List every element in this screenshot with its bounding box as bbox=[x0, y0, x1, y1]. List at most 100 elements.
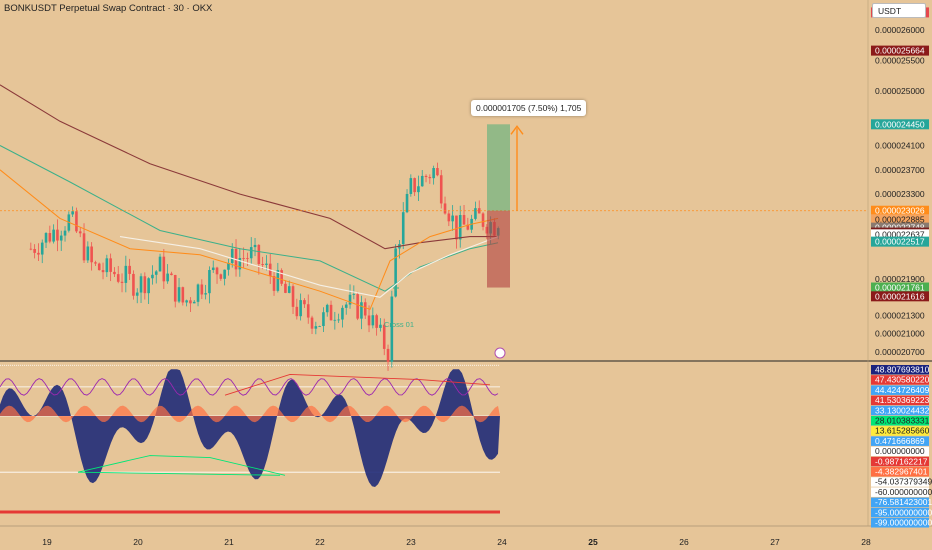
indicator-tag-box bbox=[871, 446, 929, 457]
time-axis: 19 20 21 22 23 24 25 26 27 28 bbox=[42, 537, 871, 547]
price-tag-label: 0.000021616 bbox=[875, 291, 925, 301]
candle-body bbox=[37, 252, 40, 255]
indicator-tag-box bbox=[871, 405, 929, 416]
candle-body bbox=[147, 278, 150, 294]
candle-body bbox=[371, 315, 375, 326]
candle-body bbox=[196, 284, 200, 302]
candle-body bbox=[71, 211, 74, 215]
candles-layer bbox=[29, 162, 500, 371]
candle-body bbox=[185, 300, 188, 303]
indicator-tag-box bbox=[871, 365, 929, 375]
candle-body bbox=[401, 212, 405, 245]
candle-body bbox=[238, 258, 242, 270]
candle-body bbox=[56, 229, 59, 241]
indicator-tag-box bbox=[871, 477, 929, 487]
candle-body bbox=[29, 248, 33, 250]
candle-body bbox=[192, 301, 196, 304]
candle-body bbox=[101, 270, 105, 273]
time-tick-label: 25 bbox=[588, 537, 598, 547]
price-tick-label: 0.000024100 bbox=[875, 141, 925, 151]
price-tag-label: 0.000022637 bbox=[875, 229, 925, 239]
price-tick-label: 0.000026000 bbox=[875, 25, 925, 35]
candle-body bbox=[356, 294, 359, 319]
price-tick-label: 0.000023700 bbox=[875, 165, 925, 175]
ma-slow-line bbox=[0, 84, 498, 250]
candle-body bbox=[310, 317, 314, 329]
candle-body bbox=[63, 230, 67, 236]
candle-body bbox=[97, 263, 101, 271]
candle-body bbox=[265, 263, 268, 265]
candle-body bbox=[386, 348, 390, 362]
indicator-tag-label: 47.430580220 bbox=[875, 375, 930, 385]
price-grid bbox=[0, 0, 932, 527]
candle-body bbox=[337, 319, 340, 321]
candle-body bbox=[181, 287, 185, 303]
candle-body bbox=[375, 315, 378, 328]
candle-body bbox=[462, 215, 466, 225]
candle-body bbox=[219, 274, 223, 279]
time-tick-label: 26 bbox=[679, 537, 689, 547]
moving-averages-layer bbox=[0, 84, 868, 311]
candle-body bbox=[261, 263, 264, 265]
candle-body bbox=[284, 283, 287, 293]
price-tick-label: 0.000021000 bbox=[875, 329, 925, 339]
price-tick-label: 0.000025500 bbox=[875, 56, 925, 66]
time-tick-label: 20 bbox=[133, 537, 143, 547]
target-zone bbox=[487, 124, 510, 211]
ma-white-line bbox=[119, 236, 499, 298]
price-tag-box bbox=[871, 214, 929, 225]
candle-body bbox=[348, 294, 352, 305]
candle-body bbox=[417, 186, 420, 193]
oscillator-band bbox=[0, 405, 500, 423]
candle-body bbox=[272, 276, 276, 291]
price-tag-box bbox=[871, 119, 929, 130]
candle-body bbox=[33, 248, 36, 253]
indicator-tag-box bbox=[871, 416, 929, 426]
candle-body bbox=[318, 326, 321, 327]
candle-body bbox=[211, 267, 215, 271]
price-tag-label: 0.000023026 bbox=[875, 206, 925, 216]
candle-body bbox=[124, 265, 128, 283]
candle-body bbox=[170, 273, 173, 276]
indicator-tag-label: 28.010383331 bbox=[875, 416, 930, 426]
indicator-tag-label: 41.530369223 bbox=[875, 395, 930, 405]
indicator-tag-box bbox=[871, 497, 929, 508]
time-tick-label: 21 bbox=[224, 537, 234, 547]
candle-body bbox=[189, 300, 192, 304]
candle-body bbox=[230, 248, 234, 263]
indicator-tag-box bbox=[871, 395, 929, 406]
candle-body bbox=[166, 273, 169, 282]
candle-body bbox=[409, 178, 413, 194]
candle-body bbox=[485, 226, 489, 234]
candle-body bbox=[322, 312, 325, 327]
candle-body bbox=[303, 300, 306, 305]
candle-body bbox=[413, 178, 416, 193]
candle-body bbox=[253, 244, 257, 248]
candle-body bbox=[82, 233, 86, 261]
currency-selector[interactable]: USDT bbox=[872, 3, 926, 18]
candle-body bbox=[436, 168, 439, 176]
candle-body bbox=[341, 307, 344, 320]
candle-body bbox=[120, 281, 124, 283]
candle-body bbox=[299, 300, 302, 317]
candle-body bbox=[280, 270, 283, 284]
candle-body bbox=[132, 273, 135, 296]
candle-body bbox=[424, 175, 428, 178]
candle-body bbox=[420, 175, 424, 187]
candle-body bbox=[481, 213, 485, 227]
price-tag-label: 0.000022885 bbox=[875, 214, 925, 224]
candle-body bbox=[287, 286, 291, 293]
candle-body bbox=[227, 262, 230, 270]
indicator-tag-box bbox=[871, 385, 929, 395]
candle-body bbox=[40, 242, 44, 255]
candle-body bbox=[215, 267, 219, 275]
cross-label: Cross 01 bbox=[384, 320, 415, 329]
candle-body bbox=[139, 276, 143, 293]
candle-body bbox=[439, 175, 443, 204]
price-tick-label: 0.000021300 bbox=[875, 311, 925, 321]
price-tick-label: 0.000023300 bbox=[875, 189, 925, 199]
candle-body bbox=[208, 270, 211, 294]
candle-body bbox=[382, 324, 386, 349]
